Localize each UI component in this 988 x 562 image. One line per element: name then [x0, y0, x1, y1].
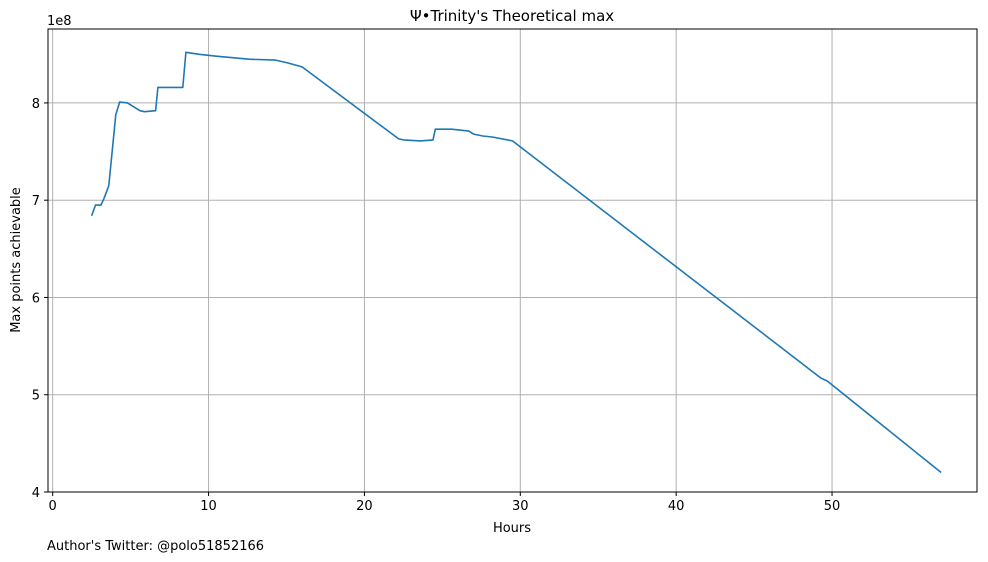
x-tick-label: 40 — [668, 499, 685, 514]
y-tick-label: 7 — [32, 194, 40, 209]
y-axis-label: Max points achievable — [9, 187, 24, 333]
x-tick-label: 30 — [512, 499, 529, 514]
series-line — [90, 51, 942, 474]
y-tick-label: 6 — [32, 291, 40, 306]
author-footnote: Author's Twitter: @polo51852166 — [47, 539, 264, 554]
x-tick-label: 0 — [49, 499, 57, 514]
chart-title: Ψ•Trinity's Theoretical max — [410, 7, 614, 25]
x-tick-label: 10 — [200, 499, 217, 514]
plot-frame — [47, 28, 978, 493]
y-offset-text: 1e8 — [47, 14, 72, 29]
x-tick-label: 50 — [824, 499, 841, 514]
y-tick-label: 4 — [32, 486, 40, 501]
y-tick-label: 5 — [32, 389, 40, 404]
y-tick-label: 8 — [32, 97, 40, 112]
x-tick-label: 20 — [356, 499, 373, 514]
ticks: 0 10 20 30 40 50 4 5 6 7 8 — [32, 97, 841, 514]
x-axis-label: Hours — [493, 521, 531, 536]
line-layer — [90, 51, 942, 474]
